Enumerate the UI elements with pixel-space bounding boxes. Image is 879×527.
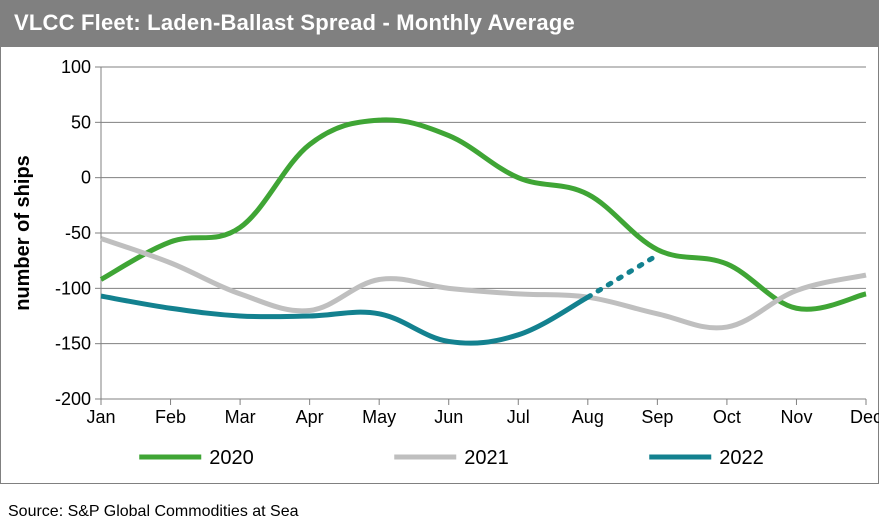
svg-text:-200: -200 <box>55 389 91 409</box>
svg-text:Mar: Mar <box>225 407 256 427</box>
svg-text:number of ships: number of ships <box>12 155 34 311</box>
svg-text:Dec: Dec <box>850 407 879 427</box>
chart-title: VLCC Fleet: Laden-Ballast Spread - Month… <box>0 0 879 46</box>
svg-text:0: 0 <box>81 168 91 188</box>
svg-text:Feb: Feb <box>155 407 186 427</box>
svg-text:Oct: Oct <box>713 407 741 427</box>
svg-text:Jul: Jul <box>507 407 530 427</box>
svg-text:Aug: Aug <box>572 407 604 427</box>
svg-text:100: 100 <box>61 57 91 77</box>
svg-text:Jun: Jun <box>434 407 463 427</box>
svg-text:May: May <box>362 407 396 427</box>
svg-text:-50: -50 <box>65 223 91 243</box>
svg-text:-150: -150 <box>55 334 91 354</box>
svg-text:50: 50 <box>71 112 91 132</box>
chart-container: -200 -150 -100 -50 0 50 100 Jan Feb Mar Apr May Jun J… <box>0 46 879 484</box>
svg-text:2020: 2020 <box>209 447 254 469</box>
svg-text:Jan: Jan <box>86 407 115 427</box>
svg-text:Sep: Sep <box>641 407 673 427</box>
source-credit: Source: S&P Global Commodities at Sea <box>8 503 299 521</box>
svg-text:Nov: Nov <box>780 407 812 427</box>
svg-text:-100: -100 <box>55 278 91 298</box>
svg-text:Apr: Apr <box>296 407 324 427</box>
svg-text:2022: 2022 <box>719 447 764 469</box>
chart-svg: -200 -150 -100 -50 0 50 100 Jan Feb Mar Apr May Jun J… <box>1 47 879 485</box>
svg-text:2021: 2021 <box>464 447 509 469</box>
